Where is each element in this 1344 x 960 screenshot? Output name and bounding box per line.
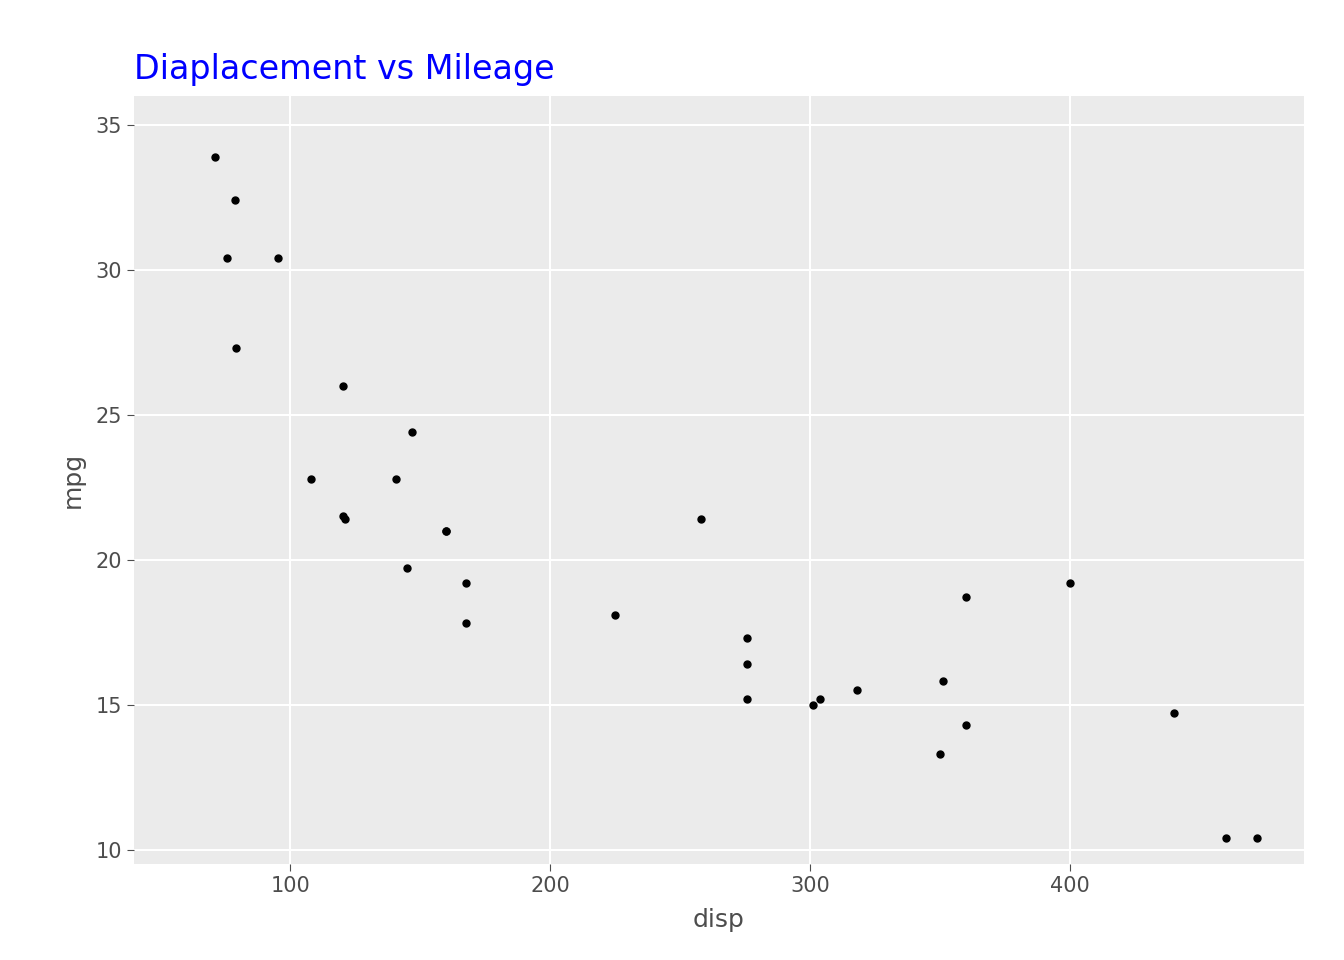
Point xyxy=(396,561,418,576)
Point xyxy=(386,470,407,486)
Point xyxy=(224,341,246,356)
Point xyxy=(332,378,353,394)
Point xyxy=(224,193,246,208)
Point xyxy=(689,512,711,527)
Point xyxy=(332,509,353,524)
Point xyxy=(1059,575,1081,590)
Point xyxy=(737,631,758,646)
Point xyxy=(956,717,977,732)
Point xyxy=(300,470,321,486)
Point xyxy=(929,746,950,761)
Point xyxy=(1246,830,1267,846)
Point xyxy=(1215,830,1236,846)
Point xyxy=(737,657,758,672)
Point xyxy=(1163,706,1184,721)
Point xyxy=(802,697,824,712)
X-axis label: disp: disp xyxy=(694,907,745,931)
Y-axis label: mpg: mpg xyxy=(60,452,85,508)
Point xyxy=(335,512,356,527)
Point xyxy=(267,251,289,266)
Point xyxy=(956,589,977,605)
Point xyxy=(845,683,867,698)
Point xyxy=(456,575,477,590)
Point xyxy=(809,691,831,707)
Point xyxy=(456,615,477,631)
Point xyxy=(435,523,457,539)
Point xyxy=(931,674,953,689)
Point xyxy=(204,149,226,164)
Point xyxy=(737,691,758,707)
Text: Diaplacement vs Mileage: Diaplacement vs Mileage xyxy=(134,54,555,86)
Point xyxy=(216,251,238,266)
Point xyxy=(435,523,457,539)
Point xyxy=(401,424,422,440)
Point xyxy=(605,607,626,622)
